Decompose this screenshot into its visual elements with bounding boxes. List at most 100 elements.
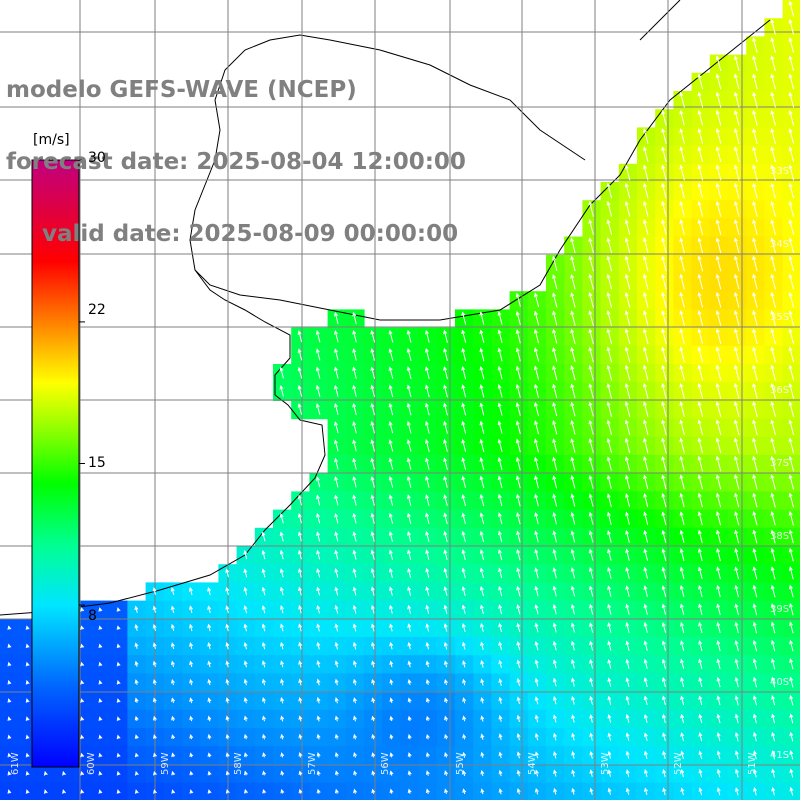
wind-arrow <box>680 695 685 706</box>
wind-arrow <box>7 643 12 649</box>
wind-arrow <box>461 586 466 597</box>
wind-arrow <box>189 642 194 650</box>
wind-arrow <box>789 621 794 634</box>
wind-arrow <box>515 347 521 362</box>
wind-arrow <box>316 549 321 560</box>
wind-arrow <box>407 549 412 560</box>
wind-arrow <box>716 768 721 778</box>
wind-arrow <box>171 715 176 722</box>
wind-arrow <box>624 401 631 417</box>
wind-arrow <box>770 73 776 90</box>
wind-arrow <box>7 698 12 703</box>
wind-arrow <box>334 348 339 361</box>
wind-arrow <box>752 419 758 436</box>
wind-arrow <box>534 438 539 453</box>
wind-arrow <box>25 770 30 776</box>
wind-arrow <box>570 273 576 290</box>
wind-arrow <box>625 585 630 597</box>
wind-arrow <box>625 677 630 687</box>
wind-arrow <box>589 750 594 759</box>
wind-arrow <box>189 678 194 686</box>
wind-arrow <box>462 641 466 650</box>
wind-arrow <box>461 438 467 452</box>
wind-arrow <box>534 512 539 525</box>
wind-arrow <box>606 219 613 235</box>
wind-arrow <box>625 695 630 705</box>
wind-arrow <box>334 512 339 524</box>
wind-arrow <box>334 311 339 325</box>
wind-arrow <box>280 696 285 704</box>
wind-arrow <box>371 770 376 776</box>
wind-arrow <box>462 770 467 777</box>
wind-arrow <box>734 310 740 326</box>
wind-arrow <box>607 585 612 597</box>
wind-arrow <box>516 733 521 741</box>
wind-arrow <box>788 529 794 544</box>
wind-arrow <box>170 642 175 650</box>
wind-arrow <box>570 419 576 435</box>
wind-arrow <box>406 457 412 470</box>
wind-arrow <box>370 586 375 596</box>
wind-arrow <box>752 455 758 472</box>
wind-arrow <box>715 55 722 72</box>
wind-arrow <box>770 364 776 381</box>
wind-arrow <box>279 549 284 560</box>
wind-arrow <box>189 770 194 776</box>
wind-arrow <box>225 660 230 668</box>
wind-arrow <box>98 643 103 649</box>
wind-arrow <box>571 750 576 759</box>
wind-arrow <box>388 457 394 470</box>
wind-arrow <box>625 530 630 543</box>
wind-arrow <box>370 531 375 542</box>
wind-arrow <box>297 513 302 524</box>
wind-arrow <box>752 219 758 235</box>
wind-arrow <box>370 439 375 452</box>
wind-arrow <box>752 255 758 272</box>
wind-arrow <box>516 530 521 543</box>
wind-arrow <box>679 91 685 108</box>
wind-arrow <box>734 547 740 562</box>
colorbar-tick-label: 22 <box>88 302 106 318</box>
wind-arrow <box>498 567 503 579</box>
wind-arrow <box>606 511 612 525</box>
wind-arrow <box>298 770 303 776</box>
wind-arrow <box>134 660 139 667</box>
wind-arrow <box>534 659 539 669</box>
wind-arrow <box>533 329 540 344</box>
wind-arrow <box>352 421 357 434</box>
wind-arrow <box>389 752 394 758</box>
wind-arrow <box>753 768 757 778</box>
wind-arrow <box>461 549 466 561</box>
wind-arrow <box>479 365 485 380</box>
wind-arrow <box>770 291 776 308</box>
wind-arrow <box>624 200 631 217</box>
title-model: modelo GEFS-WAVE (NCEP) <box>6 77 357 103</box>
wind-arrow <box>516 604 521 615</box>
wind-arrow <box>316 568 321 578</box>
wind-arrow <box>352 384 357 397</box>
wind-arrow <box>389 678 394 686</box>
wind-arrow <box>225 605 230 614</box>
wind-arrow <box>461 475 466 489</box>
wind-arrow <box>25 716 30 721</box>
wind-arrow <box>734 511 740 526</box>
wind-arrow <box>207 605 212 614</box>
wind-arrow <box>315 402 321 416</box>
wind-arrow <box>661 273 667 290</box>
wind-arrow <box>261 586 266 596</box>
wind-arrow <box>624 419 631 436</box>
wind-arrow <box>698 695 703 706</box>
wind-arrow <box>589 622 594 633</box>
wind-arrow <box>261 605 266 614</box>
wind-arrow <box>552 365 558 380</box>
wind-arrow <box>407 715 412 722</box>
wind-arrow <box>134 679 139 685</box>
wind-arrow <box>571 659 575 669</box>
wind-arrow <box>334 366 339 379</box>
wind-arrow <box>515 365 521 380</box>
wind-arrow <box>370 567 375 578</box>
wind-arrow <box>698 713 703 724</box>
wind-arrow <box>444 715 449 722</box>
wind-arrow <box>607 530 612 543</box>
wind-arrow <box>334 697 339 704</box>
